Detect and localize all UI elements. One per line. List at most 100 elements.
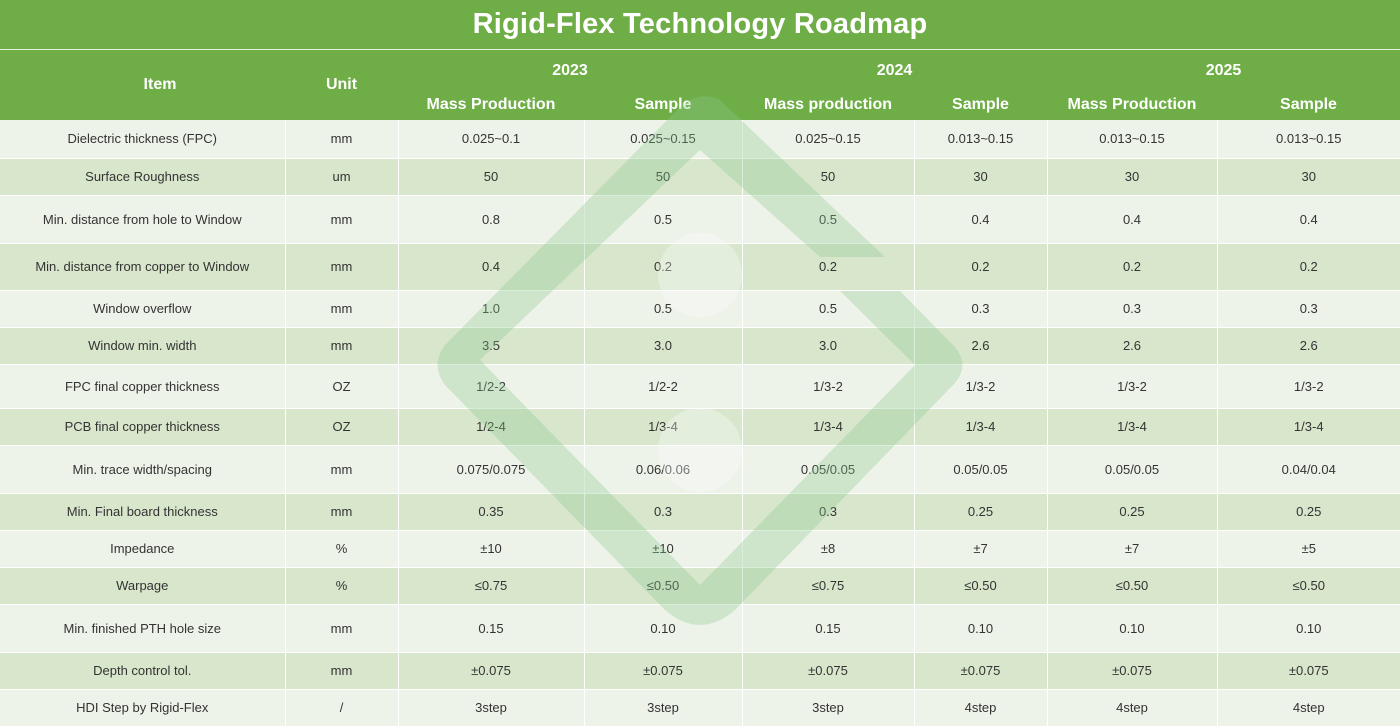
cell-2023-mass-production: 1/2-2 — [398, 364, 585, 409]
cell-2023-mass-production: 0.35 — [398, 493, 585, 531]
cell-item: Surface Roughness — [0, 158, 286, 196]
cell-2024-sample: 1/3-4 — [914, 408, 1048, 446]
cell-2025-sample: 0.3 — [1217, 290, 1400, 328]
cell-item: Min. finished PTH hole size — [0, 604, 286, 653]
cell-item: HDI Step by Rigid-Flex — [0, 689, 286, 727]
cell-2024-sample: 0.10 — [914, 604, 1048, 653]
header-sub-sample-2024: Sample — [952, 96, 1009, 113]
cell-2025-sample: 2.6 — [1217, 327, 1400, 365]
table-row: Window overflow mm 1.0 0.5 0.5 0.3 0.3 0.3 — [0, 290, 1400, 328]
table-row: HDI Step by Rigid-Flex/3step 3step 3step 4s… — [0, 689, 1400, 727]
cell-2023-mass-production: 3step — [398, 689, 585, 727]
cell-item: Warpage — [0, 567, 286, 605]
cell-2025-mass-production: 30 — [1047, 158, 1218, 196]
cell-2023-mass-production: ≤0.75 — [398, 567, 585, 605]
cell-unit: % — [285, 530, 399, 568]
cell-2024-sample: 0.013~0.15 — [914, 120, 1048, 159]
cell-item: Min. trace width/spacing — [0, 445, 286, 494]
cell-2023-mass-production: 0.15 — [398, 604, 585, 653]
cell-item: Dielectric thickness (FPC) — [0, 120, 286, 159]
cell-2024-mass-production: 50 — [742, 158, 915, 196]
cell-2025-mass-production: ≤0.50 — [1047, 567, 1218, 605]
cell-2023-sample: 50 — [584, 158, 743, 196]
cell-2024-sample: 0.25 — [914, 493, 1048, 531]
cell-2025-sample: 1/3-4 — [1217, 408, 1400, 446]
cell-unit: mm — [285, 493, 399, 531]
cell-2025-sample: 0.04/0.04 — [1217, 445, 1400, 494]
cell-2023-mass-production: 0.8 — [398, 195, 585, 244]
cell-unit: OZ — [285, 408, 399, 446]
cell-2024-sample: 0.2 — [914, 243, 1048, 291]
header-unit: Unit — [325, 76, 358, 93]
cell-2025-mass-production: ±7 — [1047, 530, 1218, 568]
cell-2025-mass-production: 0.4 — [1047, 195, 1218, 244]
cell-item: Min. distance from copper to Window — [0, 243, 286, 291]
header-year-2023: 2023 — [552, 62, 588, 79]
cell-2025-mass-production: 0.05/0.05 — [1047, 445, 1218, 494]
cell-2025-sample: ≤0.50 — [1217, 567, 1400, 605]
cell-unit: mm — [285, 327, 399, 365]
cell-2024-sample: 0.3 — [914, 290, 1048, 328]
cell-2023-sample: ≤0.50 — [584, 567, 743, 605]
header-year-2025: 2025 — [1205, 62, 1242, 79]
cell-unit: / — [285, 689, 399, 727]
title-divider — [0, 49, 1400, 50]
cell-item: Min. distance from hole to Window — [0, 195, 286, 244]
cell-2024-sample: ±7 — [914, 530, 1048, 568]
cell-2024-sample: ≤0.50 — [914, 567, 1048, 605]
cell-2025-sample: ±5 — [1217, 530, 1400, 568]
cell-2025-mass-production: 0.013~0.15 — [1047, 120, 1218, 159]
cell-2023-mass-production: 3.5 — [398, 327, 585, 365]
cell-2024-sample: 1/3-2 — [914, 364, 1048, 409]
header-sub-sample-2025: Sample — [1280, 96, 1337, 113]
cell-2023-sample: 1/2-2 — [584, 364, 743, 409]
cell-2025-sample: 0.4 — [1217, 195, 1400, 244]
header-year-2024: 2024 — [876, 62, 913, 79]
cell-2024-sample: 30 — [914, 158, 1048, 196]
table-row: Min. finished PTH hole size mm 0.15 0.10 0.1… — [0, 604, 1400, 653]
cell-2024-mass-production: 0.05/0.05 — [742, 445, 915, 494]
cell-2023-sample: ±0.075 — [584, 652, 743, 690]
cell-2024-mass-production: 0.3 — [742, 493, 915, 531]
table-row: PCB final copper thickness OZ 1/2-4 1/3-4 1/… — [0, 408, 1400, 446]
cell-item: Window min. width — [0, 327, 286, 365]
cell-2025-mass-production: ±0.075 — [1047, 652, 1218, 690]
cell-2024-sample: 0.05/0.05 — [914, 445, 1048, 494]
header-sub-mass-production-2025: Mass Production — [1067, 96, 1197, 113]
cell-2024-mass-production: 0.15 — [742, 604, 915, 653]
cell-item: Min. Final board thickness — [0, 493, 286, 531]
cell-2023-mass-production: 0.075/0.075 — [398, 445, 585, 494]
cell-item: Window overflow — [0, 290, 286, 328]
cell-2025-mass-production: 0.10 — [1047, 604, 1218, 653]
cell-2023-mass-production: 50 — [398, 158, 585, 196]
cell-2023-mass-production: ±0.075 — [398, 652, 585, 690]
cell-unit: mm — [285, 290, 399, 328]
cell-2023-mass-production: 0.4 — [398, 243, 585, 291]
cell-2023-sample: 1/3-4 — [584, 408, 743, 446]
cell-item: PCB final copper thickness — [0, 408, 286, 446]
cell-2024-mass-production: ±0.075 — [742, 652, 915, 690]
table-row: FPC final copper thickness OZ 1/2-2 1/2-2 1/… — [0, 364, 1400, 409]
cell-2025-mass-production: 1/3-2 — [1047, 364, 1218, 409]
cell-2024-mass-production: 3.0 — [742, 327, 915, 365]
cell-2024-sample: ±0.075 — [914, 652, 1048, 690]
cell-2024-mass-production: ±8 — [742, 530, 915, 568]
cell-2023-sample: 3.0 — [584, 327, 743, 365]
cell-2025-mass-production: 0.25 — [1047, 493, 1218, 531]
cell-2023-mass-production: 0.025~0.1 — [398, 120, 585, 159]
cell-2025-sample: 0.013~0.15 — [1217, 120, 1400, 159]
cell-2025-mass-production: 1/3-4 — [1047, 408, 1218, 446]
cell-2025-mass-production: 0.2 — [1047, 243, 1218, 291]
cell-2025-sample: 4step — [1217, 689, 1400, 727]
table-row: Surface Roughness um 50 50 50 30 30 30 — [0, 158, 1400, 196]
cell-2024-mass-production: 0.5 — [742, 290, 915, 328]
cell-2025-sample: 0.2 — [1217, 243, 1400, 291]
cell-unit: mm — [285, 652, 399, 690]
cell-unit: mm — [285, 243, 399, 291]
roadmap-table: Dielectric thickness (FPC) mm 0.025~0.1 0.0… — [0, 120, 1400, 727]
page-title: Rigid-Flex Technology Roadmap — [0, 0, 1400, 49]
cell-2024-sample: 4step — [914, 689, 1048, 727]
cell-2023-sample: 0.3 — [584, 493, 743, 531]
cell-2023-mass-production: ±10 — [398, 530, 585, 568]
cell-2024-mass-production: 0.025~0.15 — [742, 120, 915, 159]
